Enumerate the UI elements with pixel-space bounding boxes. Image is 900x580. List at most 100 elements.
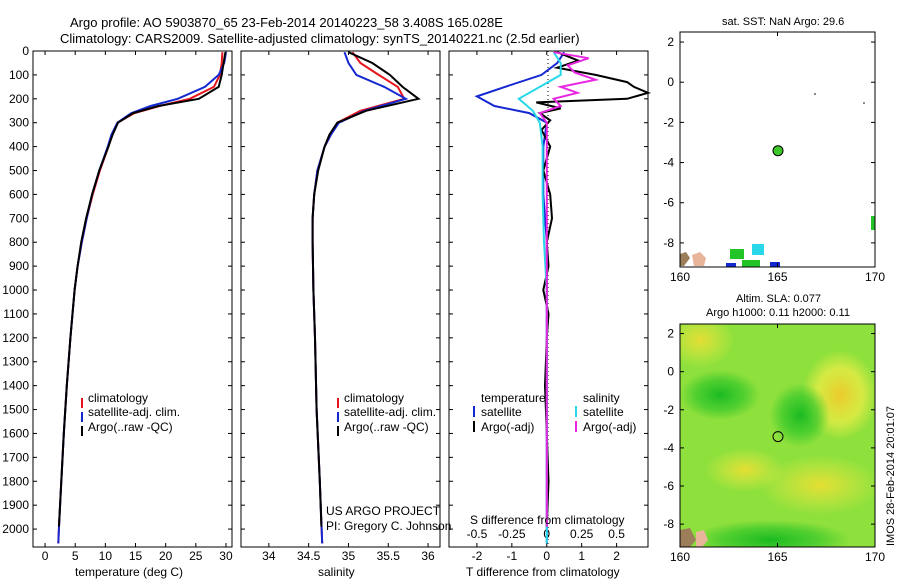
sla-heatmap (680, 324, 875, 547)
legend-title-salinity: salinity (583, 391, 620, 405)
series-line-argo-raw-qc- (311, 51, 421, 527)
y-tick-label: 200 (9, 92, 29, 106)
x-tick-label: 170 (865, 550, 885, 564)
coast-island (680, 528, 696, 547)
argo-position-marker (772, 431, 784, 443)
y-tick-label: 1100 (3, 307, 29, 321)
y-tick-label: 1400 (2, 379, 29, 393)
y-tick-label: -8 (663, 236, 674, 250)
x-tick-label: 0 (42, 549, 49, 563)
y-tick-label: 1700 (2, 450, 29, 464)
sst-patch (742, 260, 760, 267)
x-tick-label: 165 (767, 550, 787, 564)
x-tick-label: -2 (472, 549, 483, 563)
legend-label: satellite (481, 405, 522, 419)
y-tick-label: -4 (663, 441, 674, 455)
y-tick-label: 400 (9, 140, 29, 154)
legend-label: Argo(..raw -QC) (344, 420, 429, 434)
x-tick-label: 25 (189, 549, 203, 563)
legend-label: satellite (583, 405, 624, 419)
x-tick-label-salinity: 0.5 (608, 527, 625, 541)
sla-blob-low (690, 520, 850, 547)
legend-title-temperature: temperature (481, 391, 546, 405)
coast-island (692, 252, 706, 266)
series-line-salinity-argo (538, 51, 600, 527)
x-tick-label: 160 (670, 270, 690, 284)
y-tick-label: 600 (9, 187, 29, 201)
legend-label: satellite-adj. clim. (88, 405, 180, 419)
y-tick-label: 500 (9, 164, 29, 178)
y-tick-label: 1900 (2, 498, 29, 512)
coast-island (696, 530, 708, 547)
series-line-climatology (311, 51, 406, 544)
pi-label: PI: Gregory C. Johnson (326, 519, 451, 533)
title-line-1: Argo profile: AO 5903870_65 23-Feb-2014 … (70, 15, 503, 30)
x-tick-label: 36 (421, 549, 435, 563)
y-tick-label: 800 (9, 235, 29, 249)
sla-blob-high (680, 324, 735, 368)
y-tick-label: 900 (9, 259, 29, 273)
series-line-argo-raw-qc- (57, 52, 227, 527)
legend-label: climatology (88, 391, 148, 405)
sla-title-line-2: Argo h1000: 0.11 h2000: 0.11 (706, 307, 850, 319)
x-tick-label-salinity: -0.5 (467, 527, 488, 541)
temperature-axes-frame (32, 50, 233, 548)
legend-label: satellite-adj. clim. (344, 405, 436, 419)
x-tick-label: 34.5 (297, 549, 321, 563)
y-tick-label: 0 (22, 44, 29, 58)
imos-stamp: IMOS 28-Feb-2014 20:01:07 (885, 406, 897, 546)
y-tick-label: -6 (663, 479, 674, 493)
x-tick-label: 170 (865, 270, 885, 284)
temperature-xlabel: temperature (deg C) (75, 565, 183, 579)
x-tick-label: 10 (99, 549, 113, 563)
salinity-xlabel: salinity (318, 565, 355, 579)
x-tick-label: -1 (507, 549, 518, 563)
series-line-satellite-adj-clim- (57, 52, 227, 544)
y-tick-label: 1600 (2, 426, 29, 440)
title-line-2: Climatology: CARS2009. Satellite-adjuste… (60, 31, 580, 46)
sst-patch (752, 244, 764, 255)
legend-label: Argo(-adj) (481, 420, 534, 434)
series-line-satellite-adj-clim- (311, 51, 409, 544)
sla-title-line-1: Altim. SLA: 0.077 (736, 293, 821, 305)
salinity-legend: climatology satellite-adj. clim. Argo(..… (337, 391, 436, 436)
x-tick-label-salinity: 0.25 (570, 527, 594, 541)
x-tick-label: 34 (262, 549, 276, 563)
y-tick-label: -4 (663, 156, 674, 170)
difference-panel: -2 -1 0 1 2 -0.5 -0.25 0 0.25 0.5 S difference f… (448, 50, 652, 579)
project-label: US ARGO PROJECT (326, 504, 441, 518)
x-tick-label: 0 (543, 549, 550, 563)
x-tick-label: 35 (342, 549, 356, 563)
speck (814, 93, 816, 95)
x-tick-label: 35.5 (377, 549, 401, 563)
sla-map-panel: Altim. SLA: 0.077 Argo h1000: 0.11 h2000… (663, 293, 885, 564)
y-tick-label: 1200 (2, 331, 29, 345)
sst-patch (726, 263, 736, 267)
y-tick-label: 2 (667, 35, 674, 49)
sst-patch (730, 249, 744, 259)
y-tick-label: -2 (663, 115, 674, 129)
x-tick-label: 30 (219, 549, 233, 563)
x-tick-label: 15 (129, 549, 143, 563)
y-tick-label: 700 (9, 211, 29, 225)
speck (863, 102, 865, 104)
y-tick-label: 300 (9, 116, 29, 130)
sla-blob-low (680, 370, 760, 420)
legend-label: climatology (344, 391, 404, 405)
coast-island (680, 252, 690, 266)
x-tick-label: 165 (767, 270, 787, 284)
salinity-panel: 34 34.5 35 35.5 36 salinity climatology sate… (240, 50, 451, 579)
legend-label: Argo(-adj) (583, 420, 636, 434)
sst-land-features (680, 93, 875, 267)
y-tick-label: 2 (667, 327, 674, 341)
x-tick-label: 5 (72, 549, 79, 563)
sla-blob-high (760, 455, 875, 515)
legend-label: Argo(..raw -QC) (88, 420, 173, 434)
y-tick-label: 0 (667, 365, 674, 379)
sla-blob-high (705, 448, 785, 492)
x-tick-label: 160 (670, 550, 690, 564)
y-tick-label: 2000 (2, 522, 29, 536)
series-line-climatology (57, 52, 224, 544)
y-tick-label: -6 (663, 196, 674, 210)
y-tick-label: 1300 (2, 355, 29, 369)
